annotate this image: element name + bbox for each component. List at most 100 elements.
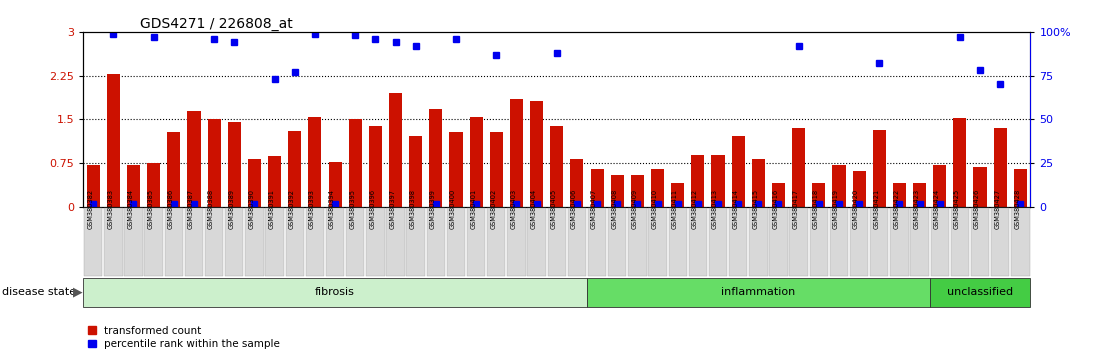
Bar	[974, 167, 986, 207]
Bar	[852, 171, 865, 207]
Bar	[652, 169, 664, 207]
Bar	[832, 165, 845, 207]
Text: GSM380407: GSM380407	[591, 189, 597, 229]
Bar	[369, 126, 382, 207]
Bar	[591, 169, 604, 207]
Bar	[772, 183, 786, 207]
Text: ▶: ▶	[73, 286, 83, 298]
Bar	[409, 136, 422, 207]
Bar	[228, 122, 240, 207]
Text: GSM380413: GSM380413	[712, 189, 718, 229]
Bar	[571, 159, 584, 207]
Bar	[671, 183, 685, 207]
Text: GSM380418: GSM380418	[813, 189, 819, 229]
Text: GSM380394: GSM380394	[329, 189, 335, 229]
Text: GSM380409: GSM380409	[632, 189, 637, 229]
Text: GSM380391: GSM380391	[268, 189, 275, 229]
Text: GSM380390: GSM380390	[248, 189, 255, 229]
Text: GSM380427: GSM380427	[994, 189, 1001, 229]
Bar	[288, 131, 301, 207]
Text: GSM380382: GSM380382	[88, 189, 93, 229]
Text: GSM380399: GSM380399	[430, 189, 435, 229]
Text: GSM380422: GSM380422	[893, 189, 900, 229]
Bar	[893, 183, 906, 207]
Text: GSM380396: GSM380396	[369, 189, 376, 229]
Text: GSM380410: GSM380410	[652, 189, 657, 229]
Text: GSM380387: GSM380387	[188, 189, 194, 229]
Bar	[349, 120, 361, 207]
Bar	[913, 183, 926, 207]
Bar	[792, 128, 806, 207]
Text: inflammation: inflammation	[721, 287, 796, 297]
Text: GSM380386: GSM380386	[167, 189, 174, 229]
Text: unclassified: unclassified	[947, 287, 1013, 297]
Bar	[167, 132, 181, 207]
Bar	[450, 132, 462, 207]
Text: GSM380416: GSM380416	[772, 189, 779, 229]
Bar	[248, 159, 261, 207]
Text: GSM380397: GSM380397	[390, 189, 396, 229]
Bar	[389, 93, 402, 207]
Bar	[711, 154, 725, 207]
Text: GSM380388: GSM380388	[208, 189, 214, 229]
Bar	[611, 175, 624, 207]
Bar	[86, 165, 100, 207]
Bar	[106, 74, 120, 207]
Bar	[752, 159, 765, 207]
Text: GDS4271 / 226808_at: GDS4271 / 226808_at	[140, 17, 293, 31]
Text: GSM380384: GSM380384	[127, 189, 133, 229]
Bar	[630, 175, 644, 207]
Legend: transformed count, percentile rank within the sample: transformed count, percentile rank withi…	[89, 326, 280, 349]
Bar	[147, 163, 161, 207]
Text: GSM380400: GSM380400	[450, 189, 456, 229]
Text: GSM380426: GSM380426	[974, 189, 981, 229]
Bar	[328, 161, 341, 207]
Text: GSM380415: GSM380415	[752, 189, 758, 229]
Text: fibrosis: fibrosis	[315, 287, 355, 297]
Text: GSM380411: GSM380411	[671, 189, 678, 229]
Text: GSM380412: GSM380412	[691, 189, 698, 229]
Text: GSM380428: GSM380428	[1014, 189, 1020, 229]
Bar	[933, 165, 946, 207]
Text: GSM380401: GSM380401	[470, 189, 476, 229]
Bar	[551, 126, 563, 207]
Bar	[953, 118, 966, 207]
Text: GSM380424: GSM380424	[934, 189, 940, 229]
Text: GSM380406: GSM380406	[571, 189, 577, 229]
Bar	[187, 111, 201, 207]
Text: GSM380392: GSM380392	[289, 189, 295, 229]
Text: GSM380404: GSM380404	[531, 189, 536, 229]
Bar	[731, 136, 745, 207]
Text: GSM380403: GSM380403	[511, 189, 516, 229]
Text: GSM380395: GSM380395	[349, 189, 356, 229]
Text: GSM380421: GSM380421	[873, 189, 880, 229]
Text: GSM380383: GSM380383	[107, 189, 113, 229]
Bar	[268, 156, 281, 207]
Text: GSM380419: GSM380419	[833, 189, 839, 229]
Text: GSM380414: GSM380414	[732, 189, 738, 229]
Bar	[429, 109, 442, 207]
Text: GSM380417: GSM380417	[792, 189, 799, 229]
Text: GSM380393: GSM380393	[309, 189, 315, 229]
Bar	[490, 132, 503, 207]
Text: GSM380389: GSM380389	[228, 189, 234, 229]
Text: GSM380420: GSM380420	[853, 189, 859, 229]
Text: GSM380405: GSM380405	[551, 189, 556, 229]
Text: GSM380425: GSM380425	[954, 189, 960, 229]
Text: GSM380398: GSM380398	[410, 189, 416, 229]
Text: GSM380385: GSM380385	[147, 189, 154, 229]
Text: disease state: disease state	[2, 287, 76, 297]
Bar	[994, 128, 1007, 207]
Bar	[530, 101, 543, 207]
Text: GSM380402: GSM380402	[491, 189, 496, 229]
Bar	[207, 120, 220, 207]
Bar	[127, 165, 140, 207]
Bar	[308, 116, 321, 207]
Text: GSM380423: GSM380423	[914, 189, 920, 229]
Bar	[812, 183, 825, 207]
Bar	[873, 130, 885, 207]
Text: GSM380408: GSM380408	[612, 189, 617, 229]
Bar	[510, 99, 523, 207]
Bar	[691, 154, 705, 207]
Bar	[470, 116, 483, 207]
